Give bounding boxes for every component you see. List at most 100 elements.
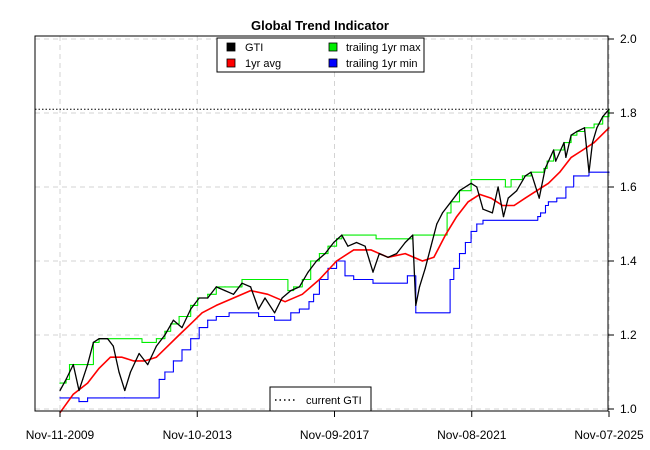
data-point-gti: [565, 156, 567, 158]
legend-bottom: current GTI: [269, 386, 372, 412]
data-point-trailing-1yr-max: [164, 330, 166, 332]
series-line-gti: [59, 108, 610, 392]
data-point-1yr-avg: [201, 312, 203, 314]
data-point-gti: [415, 304, 417, 306]
data-point-1yr-avg: [547, 182, 550, 184]
data-point-gti: [72, 364, 74, 366]
data-point-1yr-avg: [121, 356, 123, 358]
legend-swatch-trailing-max: [328, 42, 338, 52]
x-tick-label: Nov-10-2013: [163, 428, 233, 442]
legend-item-trailing-min: trailing 1yr min: [328, 58, 418, 70]
data-point-1yr-avg: [608, 127, 610, 129]
data-point-1yr-avg: [190, 323, 192, 325]
data-point-1yr-avg: [232, 297, 235, 299]
data-point-gti: [324, 253, 326, 255]
data-point-gti: [92, 341, 94, 343]
data-point-trailing-1yr-min: [344, 275, 346, 277]
data-point-1yr-avg: [524, 197, 526, 199]
data-point-trailing-1yr-max: [327, 245, 329, 247]
data-point-gti: [341, 234, 343, 236]
data-point-trailing-1yr-max: [446, 212, 448, 214]
data-point-trailing-1yr-max: [301, 278, 303, 281]
y-tick-label: 1.8: [620, 106, 637, 120]
data-point-gti: [107, 338, 109, 340]
data-point-gti: [497, 186, 499, 188]
legend-current-label: current GTI: [306, 395, 362, 407]
data-point-gti: [112, 345, 114, 347]
y-axis: 1.0 1.2 1.4 1.6 1.8 2.0: [608, 32, 637, 416]
chart-title: Global Trend Indicator: [251, 18, 389, 33]
data-point-trailing-1yr-max: [68, 364, 71, 366]
data-point-gti: [333, 241, 335, 244]
data-point-trailing-1yr-max: [287, 290, 289, 292]
data-point-trailing-1yr-max: [141, 341, 143, 343]
data-point-gti: [274, 312, 276, 314]
data-point-trailing-1yr-min: [482, 219, 484, 221]
data-point-1yr-avg: [467, 201, 469, 203]
data-point-gti: [507, 197, 509, 199]
y-tick-label: 1.6: [620, 180, 637, 194]
data-point-gti: [404, 241, 406, 244]
data-point-gti: [563, 142, 565, 144]
data-point-trailing-1yr-max: [521, 175, 524, 177]
data-point-trailing-1yr-min: [544, 204, 547, 207]
data-point-trailing-1yr-min: [298, 308, 300, 310]
data-point-trailing-1yr-min: [158, 378, 160, 380]
data-point-1yr-avg: [421, 260, 423, 262]
legend-swatch-1yr-avg: [226, 58, 236, 68]
data-point-trailing-1yr-min: [198, 327, 200, 329]
data-point-trailing-1yr-min: [274, 319, 276, 321]
data-point-1yr-avg: [456, 216, 458, 218]
data-point-gti: [347, 245, 349, 247]
legend-box: [216, 37, 425, 73]
data-point-gti: [576, 130, 578, 133]
data-point-gti: [516, 190, 518, 192]
data-point-trailing-1yr-min: [124, 397, 126, 399]
data-point-trailing-1yr-max: [510, 179, 512, 181]
data-point-gti: [530, 171, 532, 173]
data-point-gti: [87, 364, 89, 366]
data-point-trailing-1yr-min: [228, 312, 230, 314]
y-tick-label: 1.2: [620, 328, 637, 342]
data-point-trailing-1yr-max: [310, 260, 312, 262]
data-point-trailing-1yr-max: [155, 338, 157, 340]
data-point-1yr-avg: [267, 293, 269, 295]
data-point-trailing-1yr-min: [458, 253, 461, 255]
x-tick-label: Nov-08-2021: [437, 428, 507, 442]
data-point-1yr-avg: [444, 234, 446, 236]
data-point-trailing-1yr-min: [290, 312, 292, 314]
data-point-1yr-avg: [284, 301, 286, 303]
data-point-gti: [396, 253, 398, 255]
data-point-trailing-1yr-min: [449, 278, 451, 281]
data-point-trailing-1yr-min: [313, 293, 315, 295]
data-point-1yr-avg: [301, 293, 303, 295]
data-point-1yr-avg: [132, 360, 134, 362]
data-point-gti: [224, 290, 226, 292]
data-point-gti: [207, 297, 209, 299]
data-point-gti: [281, 297, 283, 299]
data-point-gti: [482, 208, 484, 210]
data-point-gti: [290, 290, 292, 292]
data-point-gti: [355, 241, 358, 244]
data-point-1yr-avg: [433, 256, 435, 258]
data-point-gti: [59, 389, 61, 392]
data-point-1yr-avg: [353, 249, 355, 251]
data-point-gti: [164, 334, 166, 336]
data-point-trailing-1yr-max: [504, 186, 506, 188]
data-point-gti: [387, 256, 389, 258]
legend-label-trailing-max: trailing 1yr max: [346, 42, 421, 54]
data-point-gti: [307, 271, 309, 273]
data-point-trailing-1yr-min: [215, 315, 217, 318]
data-point-gti: [430, 245, 432, 247]
data-point-1yr-avg: [582, 149, 584, 151]
data-point-gti: [588, 171, 590, 173]
data-point-trailing-1yr-min: [406, 275, 408, 277]
data-point-gti: [553, 149, 555, 151]
data-point-gti: [82, 378, 84, 380]
data-point-1yr-avg: [178, 334, 180, 336]
data-point-gti: [155, 345, 157, 347]
data-point-trailing-1yr-min: [372, 282, 374, 284]
data-point-1yr-avg: [570, 156, 572, 158]
data-point-gti: [591, 142, 594, 144]
legend-label-gti: GTI: [245, 42, 263, 54]
